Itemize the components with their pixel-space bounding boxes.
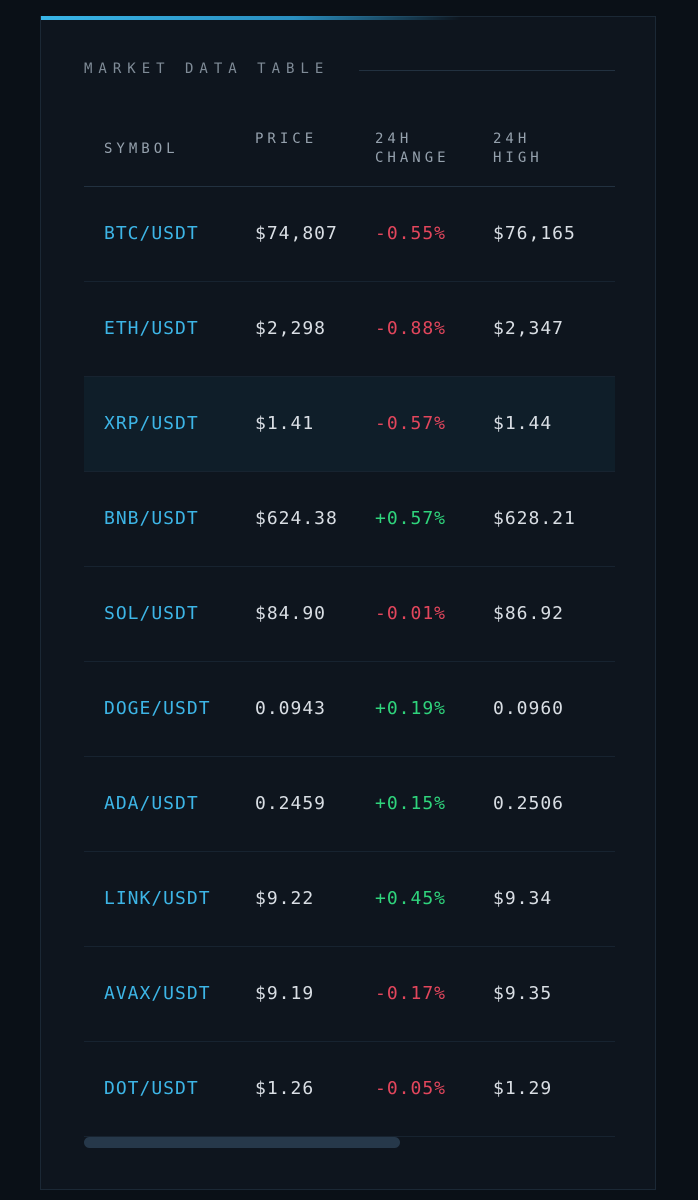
table-row[interactable]: BTC/USDT $74,807 -0.55% $76,165 [84,187,615,282]
price-cell: 0.2459 [255,793,327,814]
price-cell: $9.22 [255,888,315,909]
change: -0.55% [375,223,447,244]
panel-title: MARKET DATA TABLE [84,61,330,77]
table-row[interactable]: ETH/USDT $2,298 -0.88% $2,347 [84,282,615,377]
symbol: DOT/USDT [104,1078,199,1099]
table-row[interactable]: DOGE/USDT 0.0943 +0.19% 0.0960 [84,662,615,757]
price-cell: $9.35 [493,983,553,1004]
symbol: DOGE/USDT [104,698,211,719]
symbol: XRP/USDT [104,413,199,434]
table-row[interactable]: BNB/USDT $624.38 +0.57% $628.21 [84,472,615,567]
price-cell: $628.21 [493,508,576,529]
change: +0.15% [375,793,447,814]
price-cell: $86.92 [493,603,565,624]
symbol: ADA/USDT [104,793,199,814]
change: -0.57% [375,413,447,434]
price-cell: $2,347 [493,318,565,339]
symbol: BNB/USDT [104,508,199,529]
accent-bar [41,16,461,20]
price-cell: $9.19 [255,983,315,1004]
price-cell: $1.41 [255,413,315,434]
table-row[interactable]: AVAX/USDT $9.19 -0.17% $9.35 [84,947,615,1042]
scrollbar[interactable] [84,1137,400,1148]
change: -0.88% [375,318,447,339]
price-cell: $624.38 [255,508,338,529]
price-cell: $84.90 [255,603,327,624]
price-cell: $1.26 [255,1078,315,1099]
price-cell: 0.0943 [255,698,327,719]
change: +0.45% [375,888,447,909]
change: -0.17% [375,983,447,1004]
table-row[interactable]: SOL/USDT $84.90 -0.01% $86.92 [84,567,615,662]
change: -0.05% [375,1078,447,1099]
column-header: 24H CHANGE [375,131,450,166]
table-row[interactable]: XRP/USDT $1.41 -0.57% $1.44 [84,377,615,472]
market-table: SYMBOL PRICE 24H CHANGE 24H HIGH BTC/USDT $7… [84,112,615,1142]
change: +0.19% [375,698,447,719]
symbol: BTC/USDT [104,223,199,244]
column-header: SYMBOL [104,141,179,157]
symbol: SOL/USDT [104,603,199,624]
table-row[interactable]: LINK/USDT $9.22 +0.45% $9.34 [84,852,615,947]
symbol: ETH/USDT [104,318,199,339]
price-cell: $1.29 [493,1078,553,1099]
change: +0.57% [375,508,447,529]
symbol: LINK/USDT [104,888,211,909]
column-header: PRICE [255,131,318,147]
column-header: 24H HIGH [493,131,543,166]
panel: MARKET DATA TABLE SYMBOL PRICE 24H CHANGE 2… [40,16,656,1190]
price-cell: $1.44 [493,413,553,434]
symbol: AVAX/USDT [104,983,211,1004]
price-cell: 0.2506 [493,793,565,814]
price-cell: 0.0960 [493,698,565,719]
table-row[interactable]: DOT/USDT $1.26 -0.05% $1.29 [84,1042,615,1137]
price-cell: $74,807 [255,223,338,244]
price-cell: $9.34 [493,888,553,909]
price-cell: $76,165 [493,223,576,244]
title-rule [359,70,615,71]
price-cell: $2,298 [255,318,327,339]
table-row[interactable]: ADA/USDT 0.2459 +0.15% 0.2506 [84,757,615,852]
table-header: SYMBOL PRICE 24H CHANGE 24H HIGH [84,112,615,187]
change: -0.01% [375,603,447,624]
